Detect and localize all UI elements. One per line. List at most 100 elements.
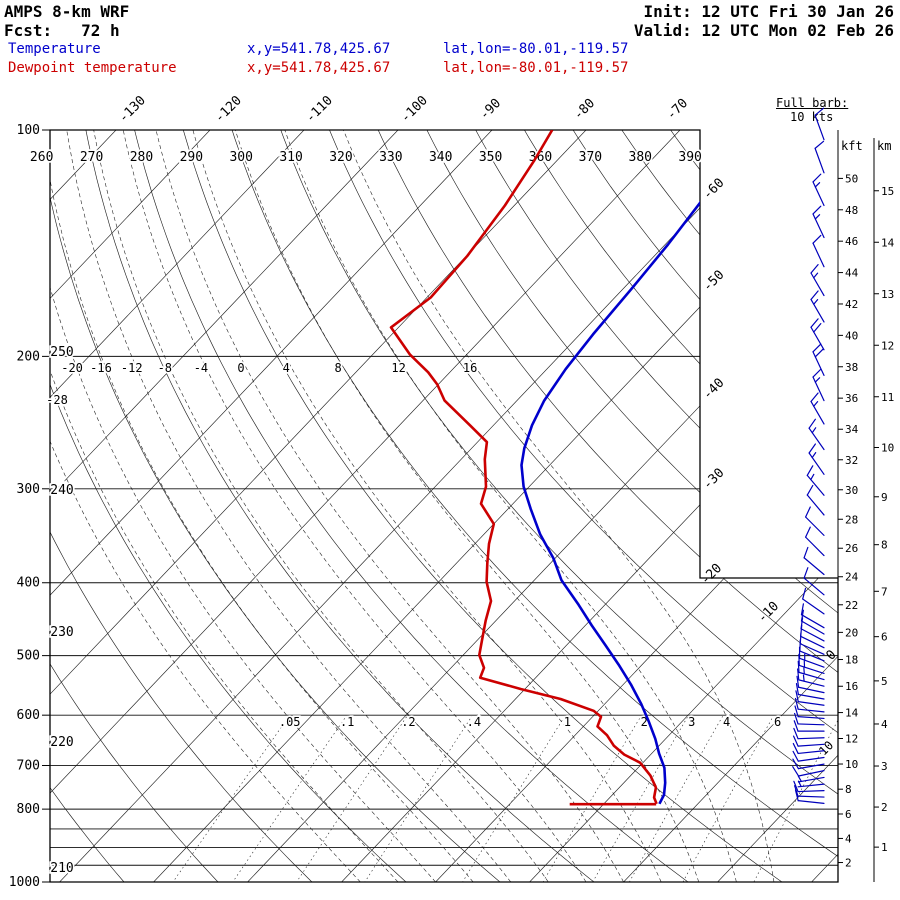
svg-text:-20: -20 (61, 361, 83, 375)
svg-text:240: 240 (50, 483, 73, 498)
svg-text:14: 14 (881, 236, 895, 249)
svg-text:1: 1 (881, 841, 888, 854)
svg-text:26: 26 (845, 542, 858, 555)
svg-text:-130: -130 (116, 93, 149, 126)
dewpoint-xy-value: x,y=541.78,425.67 (247, 60, 391, 76)
svg-text:12: 12 (881, 339, 894, 352)
svg-text:-40: -40 (700, 376, 727, 403)
svg-text:.05: .05 (279, 715, 301, 729)
svg-text:260: 260 (30, 150, 53, 165)
svg-text:kft: kft (841, 139, 863, 153)
svg-text:18: 18 (845, 654, 858, 667)
svg-text:.4: .4 (467, 715, 481, 729)
svg-text:-30: -30 (700, 466, 727, 493)
svg-text:270: 270 (80, 150, 103, 165)
forecast-hour: Fcst: 72 h (4, 21, 120, 40)
svg-text:-4: -4 (194, 361, 208, 375)
svg-text:4: 4 (845, 832, 852, 845)
svg-text:-12: -12 (121, 361, 143, 375)
svg-text:46: 46 (845, 235, 858, 248)
svg-text:8: 8 (881, 539, 888, 552)
svg-text:8: 8 (845, 783, 852, 796)
svg-text:9: 9 (881, 491, 888, 504)
svg-text:-50: -50 (700, 268, 727, 295)
svg-text:6: 6 (845, 808, 852, 821)
svg-text:6: 6 (774, 715, 781, 729)
svg-text:4: 4 (283, 361, 290, 375)
svg-text:22: 22 (845, 599, 858, 612)
svg-text:12: 12 (391, 361, 405, 375)
svg-text:800: 800 (17, 802, 40, 817)
svg-text:-28: -28 (46, 393, 68, 407)
svg-text:210: 210 (50, 861, 73, 876)
svg-text:10: 10 (816, 738, 836, 758)
svg-text:16: 16 (463, 361, 477, 375)
svg-text:3: 3 (688, 715, 695, 729)
svg-text:230: 230 (50, 625, 73, 640)
svg-text:32: 32 (845, 454, 858, 467)
svg-text:320: 320 (329, 150, 352, 165)
svg-text:390: 390 (678, 150, 701, 165)
svg-text:100: 100 (17, 123, 40, 138)
svg-text:-10: -10 (755, 599, 782, 626)
svg-text:-120: -120 (212, 93, 245, 126)
svg-text:250: 250 (50, 345, 73, 360)
svg-text:km: km (877, 139, 891, 153)
svg-text:12: 12 (845, 732, 858, 745)
svg-text:2: 2 (881, 801, 888, 814)
dewpoint-latlon-value: lat,lon=-80.01,-119.57 (443, 60, 629, 76)
svg-text:13: 13 (881, 288, 894, 301)
svg-text:370: 370 (579, 150, 602, 165)
svg-text:5: 5 (881, 675, 888, 688)
svg-text:290: 290 (180, 150, 203, 165)
svg-text:14: 14 (845, 707, 859, 720)
svg-text:200: 200 (17, 349, 40, 364)
svg-text:280: 280 (130, 150, 153, 165)
svg-text:300: 300 (229, 150, 252, 165)
svg-text:24: 24 (845, 571, 859, 584)
full-barb-note: Full barb: (776, 96, 849, 110)
svg-text:400: 400 (17, 576, 40, 591)
svg-text:7: 7 (881, 585, 888, 598)
svg-text:1000: 1000 (9, 875, 40, 890)
svg-text:-16: -16 (90, 361, 112, 375)
svg-text:-60: -60 (700, 176, 727, 203)
svg-text:-20: -20 (698, 561, 725, 588)
svg-text:3: 3 (881, 760, 888, 773)
svg-text:700: 700 (17, 759, 40, 774)
svg-text:38: 38 (845, 361, 858, 374)
svg-text:300: 300 (17, 482, 40, 497)
temperature-latlon-value: lat,lon=-80.01,-119.57 (443, 41, 629, 57)
svg-text:500: 500 (17, 649, 40, 664)
init-time: Init: 12 UTC Fri 30 Jan 26 (643, 2, 894, 21)
svg-text:-90: -90 (477, 96, 504, 123)
svg-text:2: 2 (845, 857, 852, 870)
svg-text:16: 16 (845, 680, 858, 693)
svg-text:0: 0 (237, 361, 244, 375)
svg-text:4: 4 (723, 715, 730, 729)
svg-text:-80: -80 (571, 96, 598, 123)
svg-text:6: 6 (881, 631, 888, 644)
svg-text:30: 30 (845, 484, 858, 497)
svg-text:40: 40 (845, 329, 858, 342)
svg-text:10: 10 (845, 758, 858, 771)
temperature-xy-value: x,y=541.78,425.67 (247, 41, 391, 57)
svg-text:.1: .1 (340, 715, 354, 729)
model-title: AMPS 8-km WRF (4, 2, 130, 21)
svg-text:20: 20 (845, 626, 858, 639)
valid-time: Valid: 12 UTC Mon 02 Feb 26 (633, 21, 894, 40)
svg-text:220: 220 (50, 735, 73, 750)
svg-text:310: 310 (279, 150, 302, 165)
svg-text:-8: -8 (158, 361, 172, 375)
svg-text:42: 42 (845, 298, 858, 311)
svg-text:340: 340 (429, 150, 452, 165)
svg-text:380: 380 (629, 150, 652, 165)
svg-text:11: 11 (881, 391, 894, 404)
svg-text:-100: -100 (398, 93, 431, 126)
temperature-legend-label: Temperature (8, 41, 101, 57)
svg-text:2: 2 (641, 715, 648, 729)
dewpoint-legend-label: Dewpoint temperature (8, 60, 177, 76)
svg-text:1: 1 (564, 715, 571, 729)
